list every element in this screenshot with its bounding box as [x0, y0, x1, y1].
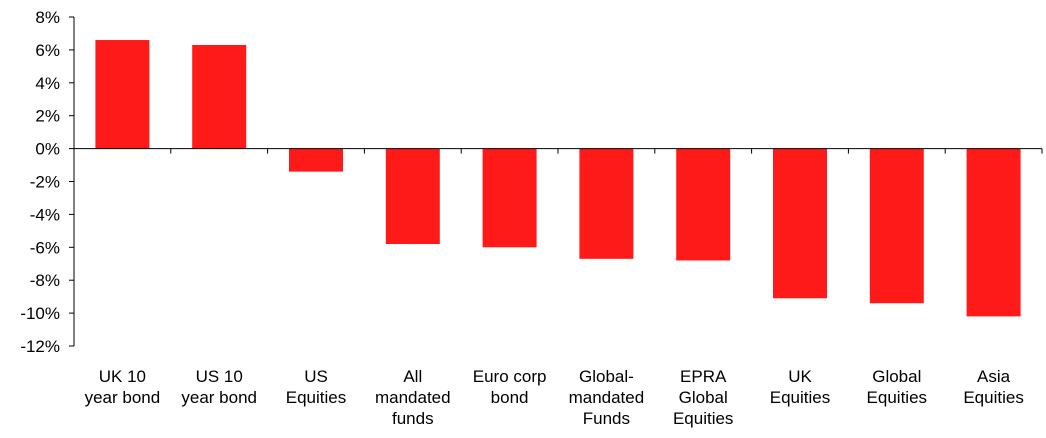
- bar-2: [289, 148, 343, 172]
- category-label-2: US Equities: [286, 367, 346, 407]
- category-label-7: UK Equities: [770, 367, 830, 407]
- category-label-6: EPRA Global Equities: [673, 367, 733, 428]
- category-label-8: Global Equities: [867, 367, 927, 407]
- category-label-9: Asia Equities: [963, 367, 1023, 407]
- y-tick-label: 2%: [35, 107, 60, 126]
- y-tick-label: -8%: [30, 271, 60, 290]
- bar-0: [95, 40, 150, 149]
- y-tick-label: 6%: [35, 41, 60, 60]
- y-tick-label: -6%: [30, 238, 60, 257]
- bar-7: [773, 148, 827, 299]
- y-tick-label: -10%: [20, 304, 60, 323]
- category-label-5: Global-mandated Funds: [569, 367, 645, 428]
- bar-4: [482, 148, 537, 248]
- bar-6: [676, 148, 731, 261]
- bars-group: [95, 40, 1021, 317]
- y-tick-label: 4%: [35, 74, 60, 93]
- category-label-4: Euro corp bond: [473, 367, 547, 407]
- category-label-0: UK 10 year bond: [85, 367, 161, 407]
- x-axis-labels: UK 10 year bond US 10 year bond US Equities Al…: [85, 367, 1024, 428]
- y-tick-label: -4%: [30, 205, 60, 224]
- bar-5: [579, 148, 634, 259]
- category-label-3: All mandated funds: [375, 367, 451, 428]
- bar-8: [869, 148, 924, 304]
- bar-1: [192, 44, 247, 149]
- bar-9: [966, 148, 1021, 317]
- y-tick-label: 0%: [35, 140, 60, 159]
- y-tick-label: -2%: [30, 173, 60, 192]
- y-tick-label: -12%: [20, 337, 60, 356]
- category-label-1: US 10 year bond: [181, 367, 257, 407]
- y-axis-ticks: 8% 6% 4% 2% 0% -2% -4% -6% -8% -10% -12%: [20, 8, 74, 356]
- bar-3: [385, 148, 440, 245]
- y-tick-label: 8%: [35, 8, 60, 27]
